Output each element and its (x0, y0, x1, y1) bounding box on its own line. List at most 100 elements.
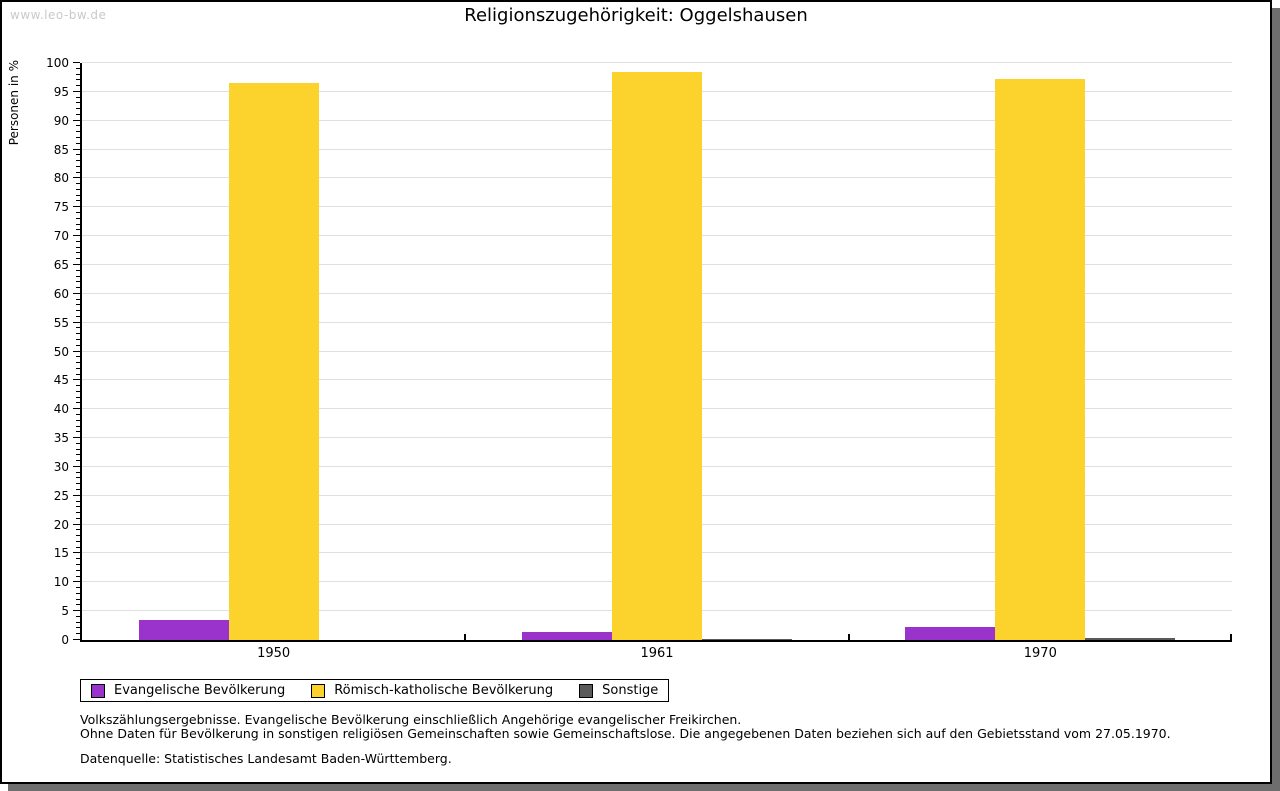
bar-1961 (612, 71, 702, 640)
x-axis-tick (464, 634, 467, 640)
y-tick (76, 367, 80, 369)
y-tick (76, 558, 80, 560)
legend-swatch (91, 683, 105, 698)
y-tick (73, 148, 80, 150)
y-tick (76, 142, 80, 144)
y-tick (76, 621, 80, 623)
y-tick-label: 100 (46, 56, 69, 70)
y-tick (76, 431, 80, 433)
x-category-label: 1970 (1023, 646, 1057, 661)
y-tick (73, 437, 80, 439)
legend: Evangelische Bevölkerung Römisch-katholis… (80, 679, 670, 702)
y-tick (76, 396, 80, 398)
drop-shadow-bottom (8, 784, 1280, 791)
y-tick (76, 171, 80, 173)
bar-1970 (995, 79, 1086, 640)
legend-swatch (311, 683, 326, 698)
y-tick (76, 137, 80, 139)
y-tick-label: 60 (53, 286, 69, 301)
y-tick (73, 263, 80, 265)
y-tick (76, 108, 80, 110)
y-tick (76, 564, 80, 565)
y-tick (73, 292, 80, 294)
y-tick (76, 488, 80, 490)
y-tick (76, 281, 80, 283)
y-tick (73, 610, 80, 612)
y-tick (76, 598, 80, 600)
y-tick (76, 390, 80, 392)
bar-1970 (1085, 637, 1176, 640)
y-tick (73, 206, 80, 208)
y-tick (76, 604, 80, 606)
y-tick (76, 212, 80, 214)
y-axis-title: Personen in % (7, 60, 21, 146)
y-tick (76, 310, 80, 312)
y-tick (73, 639, 80, 640)
y-tick-label: 55 (53, 315, 69, 330)
y-tick (76, 287, 80, 289)
y-tick (76, 546, 80, 548)
y-tick (73, 62, 80, 63)
y-tick (76, 269, 80, 271)
drop-shadow-right (1272, 8, 1280, 791)
y-tick (76, 102, 80, 104)
y-tick (76, 96, 80, 98)
y-tick-label: 95 (53, 84, 69, 99)
y-tick (73, 119, 80, 121)
y-tick-label: 30 (53, 459, 69, 474)
legend-label: Römisch-katholische Bevölkerung (334, 683, 554, 698)
y-tick (73, 494, 80, 496)
y-tick-label: 10 (53, 575, 69, 590)
chart-title: Religionszugehörigkeit: Oggelshausen (464, 5, 808, 26)
y-tick (76, 327, 80, 329)
legend-label: Evangelische Bevölkerung (114, 683, 286, 698)
y-tick-label: 85 (53, 142, 69, 157)
y-tick-label: 70 (53, 229, 69, 244)
y-tick (76, 615, 80, 617)
y-tick (76, 240, 80, 242)
y-tick (76, 229, 80, 231)
y-tick-label: 5 (61, 604, 69, 619)
x-axis-tick (1230, 634, 1232, 640)
y-tick (76, 477, 80, 479)
y-tick (76, 425, 80, 427)
legend-item: Evangelische Bevölkerung (91, 683, 285, 698)
y-tick (76, 298, 80, 300)
y-tick (76, 85, 80, 87)
y-tick (76, 344, 80, 346)
y-tick (76, 67, 80, 69)
y-tick (76, 165, 80, 167)
y-tick (76, 512, 80, 514)
y-tick (76, 460, 80, 462)
gridline (82, 62, 1232, 63)
data-source: Datenquelle: Statistisches Landesamt Bad… (80, 751, 452, 766)
footnote-line-1: Volkszählungsergebnisse. Evangelische Be… (80, 712, 742, 727)
y-tick (76, 535, 80, 537)
y-tick (73, 581, 80, 583)
y-tick (76, 587, 80, 589)
bar-1961 (522, 631, 612, 640)
y-tick (73, 465, 80, 467)
x-axis-tick (847, 634, 850, 640)
x-category-label: 1961 (640, 646, 674, 661)
y-tick (76, 575, 80, 577)
y-tick (76, 529, 80, 531)
y-tick-label: 35 (53, 431, 69, 446)
y-tick (73, 408, 80, 410)
y-tick (76, 471, 80, 473)
y-tick (73, 523, 80, 525)
y-tick (76, 79, 80, 81)
y-tick (76, 333, 80, 335)
y-tick-label: 90 (53, 113, 69, 128)
y-tick (76, 540, 80, 542)
y-tick (76, 246, 80, 248)
y-tick (76, 592, 80, 594)
y-tick (76, 448, 80, 450)
y-tick (76, 194, 80, 196)
y-tick (73, 552, 80, 554)
legend-item: Sonstige (579, 683, 658, 698)
y-tick (76, 483, 80, 485)
y-tick-label: 25 (53, 488, 69, 503)
y-tick-label: 65 (53, 257, 69, 272)
